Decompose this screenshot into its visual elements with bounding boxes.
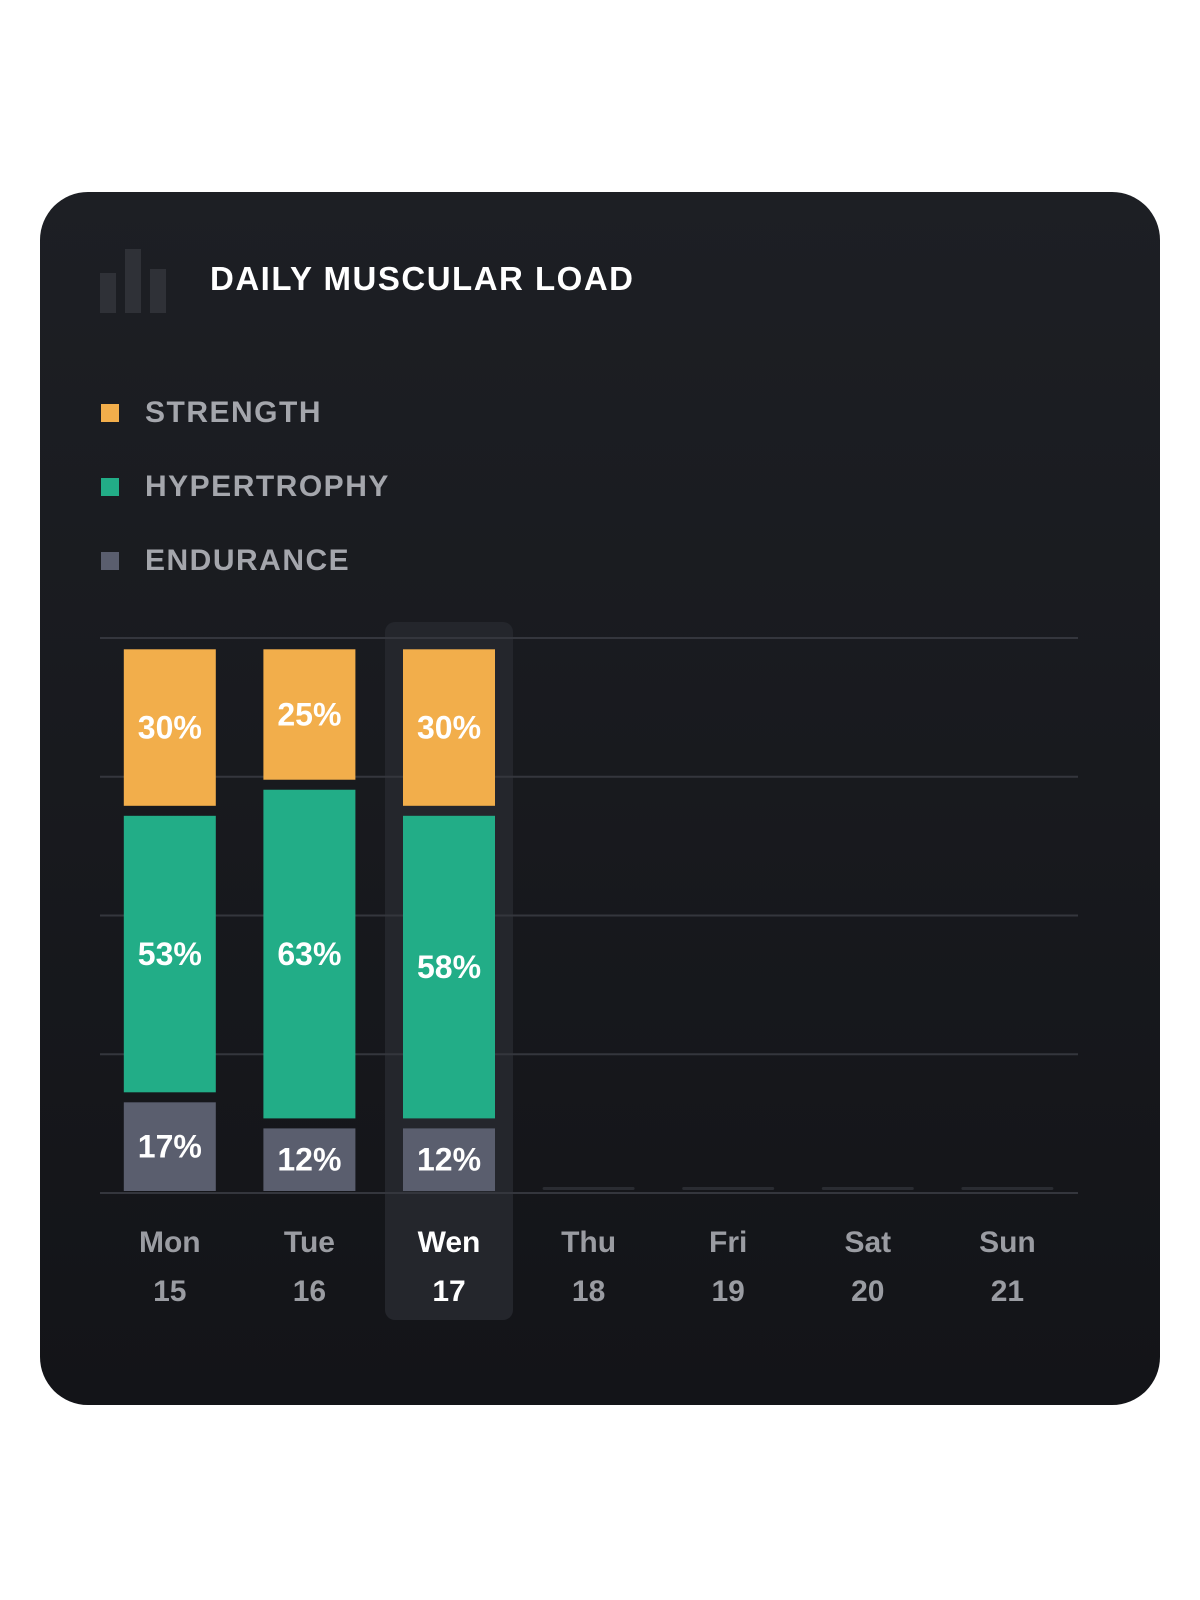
bar-value-label: 25% [277,697,341,733]
legend-swatch-hypertrophy [101,478,119,496]
bar-value-label: 17% [138,1129,202,1165]
muscular-load-card: DAILY MUSCULAR LOAD STRENGTH HYPERTROPHY… [40,192,1160,1405]
empty-bar-placeholder [682,1187,775,1190]
x-tick-date: 19 [712,1275,745,1308]
stacked-bar-chart: 17% 53% 30% Mon 15 12% 63% 25% Tue 16 12% 58% 30% Wen… [100,622,1078,1320]
bar-value-label: 58% [417,949,481,985]
x-tick-day: Sun [979,1226,1036,1259]
bar-segment-strength [123,649,216,806]
x-tick-date: 20 [851,1275,884,1308]
legend-label-strength: STRENGTH [145,396,322,429]
legend: STRENGTH HYPERTROPHY ENDURANCE [101,376,390,598]
x-tick-date: 18 [572,1275,605,1308]
legend-swatch-strength [101,404,119,422]
x-tick-date: 21 [991,1275,1024,1308]
bar-segment-endurance [123,1102,216,1191]
empty-bar-placeholder [821,1187,914,1190]
bar-value-label: 12% [277,1142,341,1178]
legend-label-hypertrophy: HYPERTROPHY [145,470,390,503]
bar-segment-endurance [263,1128,356,1191]
bar-segment-hypertrophy [263,789,356,1119]
bar-segment-hypertrophy [123,815,216,1093]
x-tick-day: Thu [561,1226,616,1259]
x-tick-date: 17 [432,1275,465,1308]
x-tick-day: Fri [709,1226,747,1259]
empty-bar-placeholder [542,1187,635,1190]
x-tick-day: Sat [844,1226,891,1259]
x-tick-day: Tue [284,1226,335,1259]
bar-segment-endurance [403,1128,495,1191]
legend-label-endurance: ENDURANCE [145,544,351,577]
bar-value-label: 30% [417,710,481,746]
bar-chart-icon [100,249,166,313]
x-tick-date: 15 [153,1275,186,1308]
bar-value-label: 12% [417,1142,481,1178]
bar-segment-hypertrophy [403,815,495,1119]
x-tick-day: Mon [139,1226,201,1259]
legend-item-strength: STRENGTH [101,376,390,450]
legend-item-endurance: ENDURANCE [101,524,390,598]
card-title: DAILY MUSCULAR LOAD [210,260,635,297]
bar-value-label: 30% [138,710,202,746]
bar-value-label: 53% [138,936,202,972]
x-tick-day: Wen [418,1226,481,1259]
bar-segment-strength [403,649,495,806]
x-tick-date: 16 [293,1275,326,1308]
bar-value-label: 63% [277,936,341,972]
bar-segment-strength [263,649,356,780]
empty-bar-placeholder [961,1187,1054,1190]
legend-swatch-endurance [101,552,119,570]
legend-item-hypertrophy: HYPERTROPHY [101,450,390,524]
